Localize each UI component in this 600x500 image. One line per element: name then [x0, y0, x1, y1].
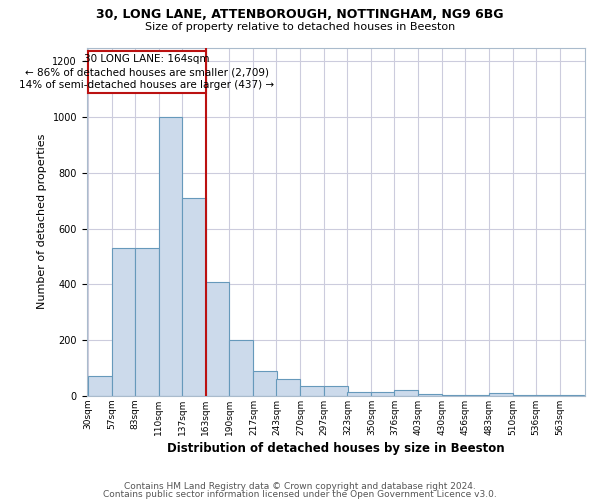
Bar [442, 394, 466, 396]
Bar [394, 390, 418, 396]
Bar [88, 376, 112, 396]
Text: 14% of semi-detached houses are larger (437) →: 14% of semi-detached houses are larger (… [19, 80, 274, 90]
Bar [347, 392, 371, 396]
Text: Contains HM Land Registry data © Crown copyright and database right 2024.: Contains HM Land Registry data © Crown c… [124, 482, 476, 491]
Bar [88, 51, 206, 94]
Bar [466, 394, 489, 396]
Bar [112, 248, 136, 396]
Bar [371, 392, 395, 396]
Bar [182, 198, 206, 396]
Text: 30 LONG LANE: 164sqm: 30 LONG LANE: 164sqm [84, 54, 209, 64]
Text: 30, LONG LANE, ATTENBOROUGH, NOTTINGHAM, NG9 6BG: 30, LONG LANE, ATTENBOROUGH, NOTTINGHAM,… [96, 8, 504, 20]
Text: Size of property relative to detached houses in Beeston: Size of property relative to detached ho… [145, 22, 455, 32]
Bar [253, 371, 277, 396]
Bar [418, 394, 442, 396]
Bar [489, 392, 513, 396]
Bar [134, 248, 158, 396]
Y-axis label: Number of detached properties: Number of detached properties [37, 134, 47, 310]
Text: Contains public sector information licensed under the Open Government Licence v3: Contains public sector information licen… [103, 490, 497, 499]
Bar [158, 117, 182, 396]
Bar [277, 379, 301, 396]
Bar [301, 386, 325, 396]
Bar [229, 340, 253, 396]
Bar [206, 282, 229, 396]
Text: ← 86% of detached houses are smaller (2,709): ← 86% of detached houses are smaller (2,… [25, 68, 269, 78]
Bar [513, 394, 537, 396]
Bar [325, 386, 348, 396]
X-axis label: Distribution of detached houses by size in Beeston: Distribution of detached houses by size … [167, 442, 505, 455]
